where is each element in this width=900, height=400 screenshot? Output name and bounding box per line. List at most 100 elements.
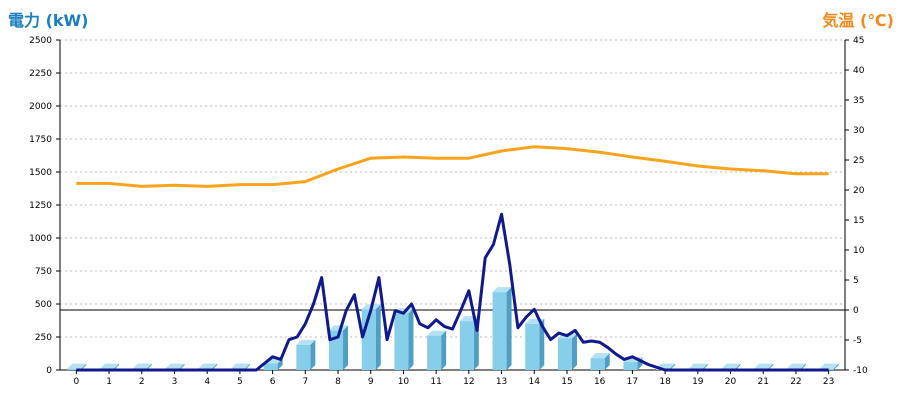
bar-side xyxy=(244,363,250,370)
bar-side xyxy=(735,363,741,370)
bar-side xyxy=(212,363,218,370)
bar-side xyxy=(768,363,774,370)
right-tick-label: 45 xyxy=(853,36,864,46)
left-tick-label: 1500 xyxy=(29,168,52,178)
left-tick-label: 750 xyxy=(35,267,52,277)
bar-top xyxy=(296,339,316,345)
bar-side xyxy=(670,363,676,370)
x-tick-label: 11 xyxy=(430,377,441,387)
x-tick-label: 0 xyxy=(73,377,79,387)
x-tick-label: 16 xyxy=(594,377,606,387)
bar xyxy=(557,338,572,370)
x-tick-label: 15 xyxy=(561,377,572,387)
bar-top xyxy=(100,363,120,369)
bar xyxy=(623,362,638,370)
bar-side xyxy=(833,363,839,370)
x-tick-label: 8 xyxy=(335,377,341,387)
x-tick-label: 1 xyxy=(106,377,112,387)
x-tick-label: 4 xyxy=(204,377,210,387)
bar-side xyxy=(800,363,806,370)
right-tick-label: 0 xyxy=(853,306,859,316)
right-tick-label: 40 xyxy=(853,66,865,76)
bar-side xyxy=(441,330,447,370)
bar-side xyxy=(408,308,414,370)
bar-side xyxy=(146,363,152,370)
x-tick-label: 2 xyxy=(139,377,145,387)
x-tick-label: 6 xyxy=(270,377,276,387)
right-tick-label: 5 xyxy=(853,276,859,286)
bar-top xyxy=(132,363,152,369)
x-tick-label: 21 xyxy=(758,377,769,387)
left-tick-label: 2000 xyxy=(29,102,52,112)
bar xyxy=(590,358,605,370)
x-tick-label: 7 xyxy=(302,377,308,387)
left-tick-label: 2500 xyxy=(29,36,52,46)
x-tick-label: 17 xyxy=(627,377,638,387)
bar-side xyxy=(539,318,545,370)
x-tick-label: 23 xyxy=(823,377,834,387)
bar xyxy=(67,368,82,370)
x-tick-label: 13 xyxy=(496,377,507,387)
x-tick-label: 18 xyxy=(659,377,671,387)
bar xyxy=(525,323,540,370)
x-tick-label: 14 xyxy=(529,377,541,387)
left-tick-label: 1750 xyxy=(29,135,52,145)
bar-top xyxy=(590,353,610,359)
bar-top xyxy=(230,363,250,369)
right-tick-label: 20 xyxy=(853,186,865,196)
bar-top xyxy=(427,330,447,336)
bar-side xyxy=(310,339,316,370)
right-tick-label: 25 xyxy=(853,156,864,166)
left-axis-title: 電力 (kW) xyxy=(8,11,89,30)
x-tick-label: 19 xyxy=(692,377,704,387)
bar-top xyxy=(329,325,349,331)
bar-side xyxy=(277,358,283,370)
x-tick-label: 9 xyxy=(368,377,374,387)
right-tick-label: -5 xyxy=(853,336,862,346)
bar-top xyxy=(819,363,839,369)
bar xyxy=(492,292,507,370)
left-tick-label: 500 xyxy=(35,300,52,310)
left-tick-label: 250 xyxy=(35,333,52,343)
bar-side xyxy=(179,363,185,370)
right-tick-label: 10 xyxy=(853,246,865,256)
bar xyxy=(263,363,278,370)
x-tick-label: 12 xyxy=(463,377,474,387)
bar xyxy=(459,321,474,370)
bar-side xyxy=(375,304,381,370)
right-tick-label: 15 xyxy=(853,216,864,226)
right-tick-label: -10 xyxy=(853,366,868,376)
left-tick-label: 2250 xyxy=(29,69,52,79)
bar-top xyxy=(721,363,741,369)
right-tick-label: 35 xyxy=(853,96,864,106)
bar-top xyxy=(67,363,87,369)
bar-top xyxy=(198,363,218,369)
bar-side xyxy=(81,363,87,370)
x-tick-label: 5 xyxy=(237,377,243,387)
bar-side xyxy=(114,363,120,370)
left-tick-label: 0 xyxy=(46,366,52,376)
power-line xyxy=(76,212,829,372)
x-tick-label: 3 xyxy=(172,377,178,387)
bar-side xyxy=(604,353,610,370)
x-tick-label: 20 xyxy=(725,377,737,387)
bar-side xyxy=(343,325,349,370)
bar xyxy=(394,313,409,370)
x-tick-label: 10 xyxy=(398,377,410,387)
bar-side xyxy=(702,363,708,370)
bar-top xyxy=(688,363,708,369)
temperature-line xyxy=(76,145,829,188)
bar-side xyxy=(506,287,512,370)
bar-top xyxy=(786,363,806,369)
bar xyxy=(427,335,442,370)
right-tick-label: 30 xyxy=(853,126,865,136)
bar-top xyxy=(754,363,774,369)
x-tick-label: 22 xyxy=(790,377,801,387)
left-tick-label: 1250 xyxy=(29,201,52,211)
bar xyxy=(296,344,311,370)
bar-top xyxy=(492,287,512,293)
bar-side xyxy=(571,333,577,370)
right-axis-title: 気温 (℃) xyxy=(822,11,894,30)
